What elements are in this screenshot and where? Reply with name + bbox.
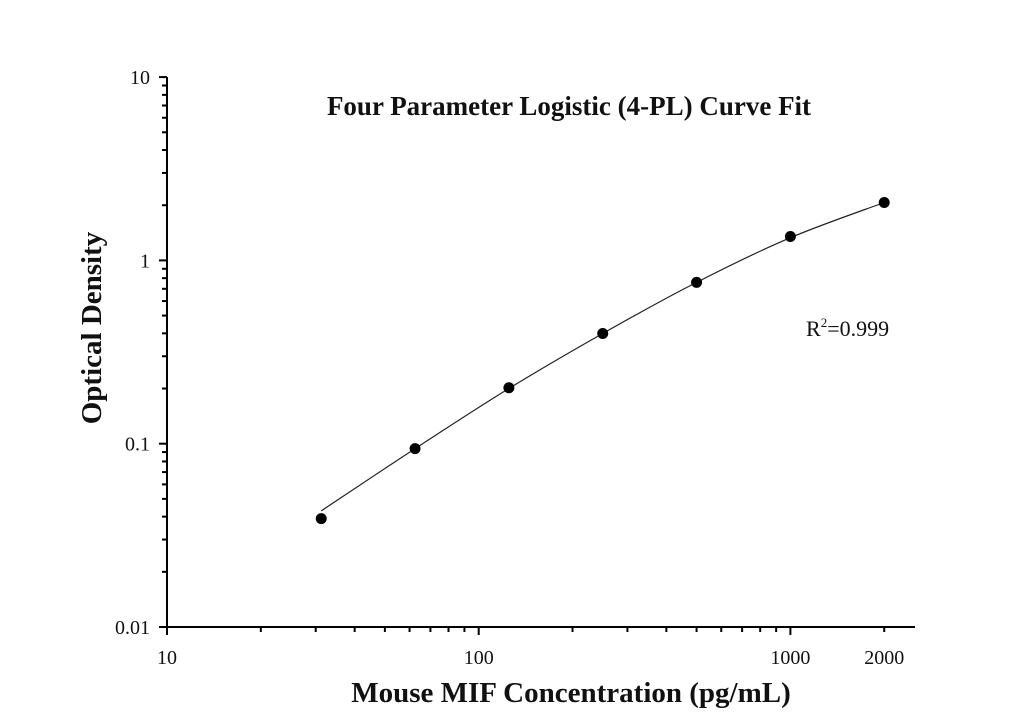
x-tick-label: 100 (464, 647, 494, 669)
data-point (597, 328, 609, 340)
y-tick-label: 10 (130, 67, 150, 89)
r-squared-annotation: R2=0.999 (806, 315, 889, 341)
data-point (315, 513, 327, 525)
x-axis-title: Mouse MIF Concentration (pg/mL) (351, 677, 791, 709)
y-axis-ticks: 0.01 0.1 1 10 (115, 67, 167, 639)
data-point (691, 276, 703, 288)
data-point (409, 443, 421, 455)
y-tick-label: 0.01 (115, 617, 150, 639)
plot-area (315, 196, 890, 525)
chart-title: Four Parameter Logistic (4-PL) Curve Fit (327, 91, 811, 121)
y-axis-title: Optical Density (76, 231, 108, 424)
y-tick-label: 1 (140, 250, 150, 272)
x-tick-label: 1000 (770, 647, 810, 669)
data-point (878, 196, 890, 208)
y-tick-label: 0.1 (125, 434, 150, 456)
data-point (784, 231, 796, 243)
fit-curve (320, 201, 885, 512)
x-tick-label: 2000 (864, 647, 904, 669)
x-axis-ticks: 10 100 1000 2000 (157, 627, 904, 669)
data-point (503, 382, 515, 394)
x-tick-label: 10 (157, 647, 177, 669)
